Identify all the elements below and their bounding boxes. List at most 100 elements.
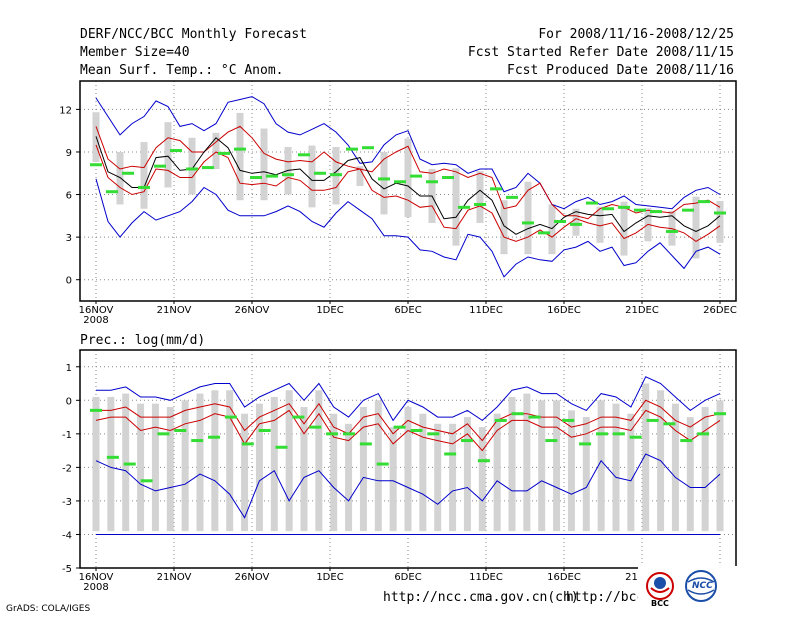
- ncc-url[interactable]: http://ncc.cma.gov.cn(ch): [383, 590, 579, 605]
- observed-marker: [511, 412, 524, 416]
- observed-marker: [714, 412, 726, 416]
- x-tick-label: 11DEC: [469, 305, 503, 316]
- member-spread-box: [642, 383, 650, 532]
- x-tick-label: 16NOV: [79, 572, 114, 583]
- member-spread-box: [478, 427, 486, 532]
- observed-marker: [698, 200, 710, 204]
- observed-marker: [682, 208, 694, 212]
- observed-marker: [202, 166, 214, 170]
- x-tick-label: 21NOV: [157, 305, 192, 316]
- observed-marker: [154, 164, 166, 168]
- x-tick-label: 26NOV: [235, 305, 270, 316]
- member-spread-box: [389, 427, 397, 532]
- observed-marker: [140, 479, 153, 483]
- observed-marker: [538, 231, 550, 235]
- member-spread-box: [181, 400, 189, 532]
- y-tick-label: 12: [59, 105, 72, 116]
- y-tick-label: 0: [66, 396, 72, 407]
- member-spread-box: [493, 413, 501, 532]
- observed-marker: [458, 205, 470, 209]
- member-spread-box: [582, 417, 590, 532]
- member-spread-box: [300, 407, 308, 532]
- member-spread-box: [140, 142, 148, 209]
- observed-marker: [646, 418, 659, 422]
- x-tick-label: 1DEC: [316, 572, 343, 583]
- member-spread-box: [188, 137, 196, 195]
- member-spread-box: [330, 413, 338, 532]
- member-spread-box: [380, 151, 388, 215]
- plot-frame: [79, 349, 737, 569]
- observed-marker: [106, 190, 118, 194]
- observed-marker: [282, 173, 294, 177]
- observed-marker: [494, 418, 507, 422]
- plot-frame: [79, 80, 737, 302]
- bcc-logo-text: BCC: [651, 599, 669, 608]
- observed-marker: [477, 459, 490, 463]
- member-spread-box: [686, 417, 694, 532]
- observed-marker: [427, 432, 440, 436]
- observed-marker: [234, 147, 246, 151]
- y-tick-label: -1: [62, 430, 72, 441]
- member-spread-box: [211, 390, 219, 532]
- member-spread-box: [226, 390, 234, 532]
- observed-marker: [461, 439, 474, 443]
- observed-marker: [506, 195, 518, 199]
- x-tick-label: 16DEC: [547, 572, 581, 583]
- observed-marker: [258, 428, 271, 432]
- observed-marker: [342, 432, 355, 436]
- member-spread-box: [692, 196, 700, 259]
- observed-marker: [586, 201, 598, 205]
- observed-marker: [170, 149, 182, 153]
- bcc-url[interactable]: http://bcc.c: [566, 590, 660, 605]
- x-tick-label: 26NOV: [235, 572, 270, 583]
- observed-marker: [444, 452, 457, 456]
- member-spread-box: [597, 400, 605, 532]
- member-spread-box: [524, 181, 532, 255]
- observed-marker: [298, 153, 310, 157]
- observed-marker: [208, 435, 221, 439]
- logo-area: BCC NCC: [638, 566, 738, 614]
- observed-marker: [326, 432, 339, 436]
- y-tick-label: 1: [66, 363, 72, 374]
- member-spread-box: [404, 407, 412, 532]
- member-spread-box: [538, 400, 546, 532]
- member-spread-box: [671, 403, 679, 532]
- observed-marker: [359, 442, 372, 446]
- observed-marker: [250, 176, 262, 180]
- observed-marker: [697, 432, 710, 436]
- variable-label: Mean Surf. Temp.: °C Anom.: [80, 63, 284, 78]
- x-tick-label: 26DEC: [703, 305, 737, 316]
- member-spread-box: [548, 204, 556, 255]
- member-spread-box: [315, 390, 323, 532]
- observed-marker: [663, 422, 676, 426]
- observed-marker: [554, 220, 566, 224]
- observed-marker: [528, 415, 541, 419]
- ensemble-max-line: [96, 376, 721, 422]
- member-spread-box: [107, 396, 115, 532]
- x-year-label: 2008: [83, 582, 108, 593]
- member-spread-box: [523, 393, 531, 532]
- x-tick-label: 21DEC: [625, 305, 659, 316]
- ensemble-mean-line: [95, 136, 721, 235]
- observed-marker: [138, 185, 150, 189]
- ncc-logo-text: NCC: [692, 581, 713, 591]
- spread-lower-line: [95, 144, 721, 242]
- observed-marker: [426, 180, 438, 184]
- spread-upper-line: [96, 399, 721, 442]
- member-spread-box: [508, 396, 516, 532]
- member-spread-box: [270, 396, 278, 532]
- ensemble-min-line: [95, 453, 721, 519]
- observed-marker: [106, 455, 119, 459]
- x-tick-label: 16NOV: [79, 305, 114, 316]
- observed-marker: [562, 418, 575, 422]
- observed-marker: [442, 176, 454, 180]
- observed-marker: [474, 202, 486, 206]
- member-spread-box: [463, 417, 471, 532]
- member-spread-box: [212, 132, 220, 169]
- y-tick-label: 3: [66, 233, 72, 244]
- forecast-period: For 2008/11/16-2008/12/25: [538, 27, 734, 42]
- observed-marker: [90, 408, 102, 412]
- x-tick-label: 6DEC: [394, 572, 421, 583]
- member-spread-box: [567, 410, 575, 532]
